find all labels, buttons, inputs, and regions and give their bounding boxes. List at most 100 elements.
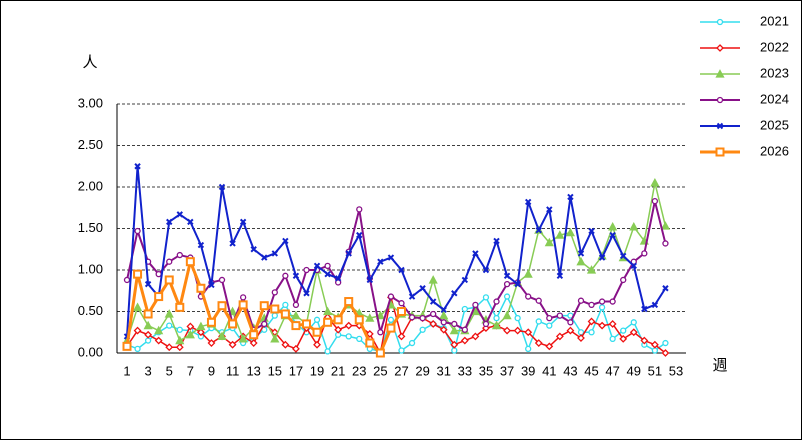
point-marker — [271, 312, 278, 319]
point-marker — [165, 343, 174, 352]
point-marker — [556, 312, 564, 319]
point-marker — [524, 198, 532, 206]
point-marker — [345, 250, 352, 257]
x-tick-label: 15 — [268, 363, 282, 378]
point-marker — [365, 338, 375, 348]
x-tick-label: 17 — [289, 363, 303, 378]
point-marker — [175, 302, 185, 312]
point-marker — [365, 313, 375, 322]
point-marker — [324, 270, 331, 278]
point-marker — [176, 211, 183, 218]
point-marker — [301, 319, 311, 329]
point-marker — [249, 339, 258, 347]
point-marker — [535, 297, 542, 304]
x-tick-label: 9 — [208, 363, 215, 378]
x-tick-label: 49 — [627, 363, 641, 378]
point-marker — [176, 326, 183, 333]
point-marker — [377, 258, 384, 265]
point-marker — [419, 314, 426, 322]
point-marker — [335, 279, 342, 286]
point-marker — [344, 297, 354, 307]
point-marker — [651, 197, 659, 205]
point-marker — [587, 317, 596, 326]
point-marker — [398, 266, 405, 274]
point-marker — [546, 314, 553, 322]
point-marker — [291, 321, 301, 331]
point-marker — [419, 326, 426, 333]
point-marker — [503, 293, 511, 300]
point-marker — [588, 301, 595, 309]
point-marker — [482, 266, 490, 274]
point-marker — [134, 345, 141, 353]
legend-marker — [715, 69, 725, 78]
x-tick-label: 51 — [648, 363, 662, 378]
point-marker — [523, 269, 533, 278]
point-marker — [282, 272, 289, 279]
point-marker — [292, 272, 300, 280]
point-marker — [303, 290, 310, 297]
point-marker — [408, 339, 416, 347]
point-marker — [166, 322, 173, 329]
x-tick-label: 45 — [584, 363, 598, 378]
x-tick-label: 37 — [500, 363, 514, 378]
point-marker — [660, 221, 671, 230]
point-marker — [428, 275, 438, 284]
point-marker — [471, 332, 480, 341]
point-marker — [196, 321, 206, 331]
point-marker — [503, 326, 511, 335]
point-marker — [133, 269, 143, 279]
point-marker — [143, 320, 153, 330]
x-tick-label: 21 — [331, 363, 345, 378]
x-tick-label: 35 — [479, 363, 493, 378]
point-marker — [651, 347, 659, 354]
point-marker — [239, 294, 247, 301]
x-tick-label: 19 — [310, 363, 324, 378]
point-marker — [175, 343, 184, 352]
point-marker — [450, 340, 459, 349]
point-marker — [387, 254, 395, 261]
point-marker — [344, 321, 353, 330]
legend-marker — [716, 44, 724, 52]
point-marker — [261, 254, 268, 261]
point-marker — [546, 206, 553, 213]
point-marker — [280, 309, 290, 319]
point-marker — [630, 319, 637, 326]
point-marker — [608, 320, 617, 328]
point-marker — [620, 327, 627, 334]
point-marker — [261, 320, 268, 328]
point-marker — [650, 177, 660, 187]
point-marker — [377, 329, 384, 336]
point-marker — [249, 330, 259, 340]
x-tick-label: 25 — [373, 363, 387, 378]
point-marker — [641, 250, 648, 257]
point-marker — [576, 256, 586, 266]
point-marker — [217, 331, 227, 341]
point-marker — [609, 335, 616, 343]
point-marker — [493, 237, 500, 245]
point-marker — [398, 347, 405, 354]
point-marker — [334, 275, 342, 282]
point-marker — [386, 323, 396, 333]
point-marker — [567, 193, 574, 201]
point-marker — [166, 258, 173, 265]
point-marker — [196, 283, 206, 293]
point-marker — [387, 293, 395, 300]
y-tick-label: 1.50 — [78, 220, 103, 235]
point-marker — [598, 304, 606, 311]
point-marker — [503, 272, 511, 280]
point-marker — [239, 218, 247, 226]
legend-label: 2025 — [760, 117, 789, 132]
point-marker — [187, 218, 194, 226]
point-marker — [356, 231, 363, 239]
point-marker — [397, 307, 406, 316]
legend-marker — [716, 96, 724, 104]
point-marker — [123, 276, 131, 284]
point-marker — [238, 334, 248, 343]
point-marker — [164, 309, 174, 318]
legend-label: 2021 — [760, 13, 789, 28]
point-marker — [439, 310, 449, 320]
point-marker — [629, 328, 638, 337]
point-marker — [175, 335, 185, 345]
point-marker — [586, 265, 597, 274]
x-tick-label: 27 — [394, 363, 408, 378]
